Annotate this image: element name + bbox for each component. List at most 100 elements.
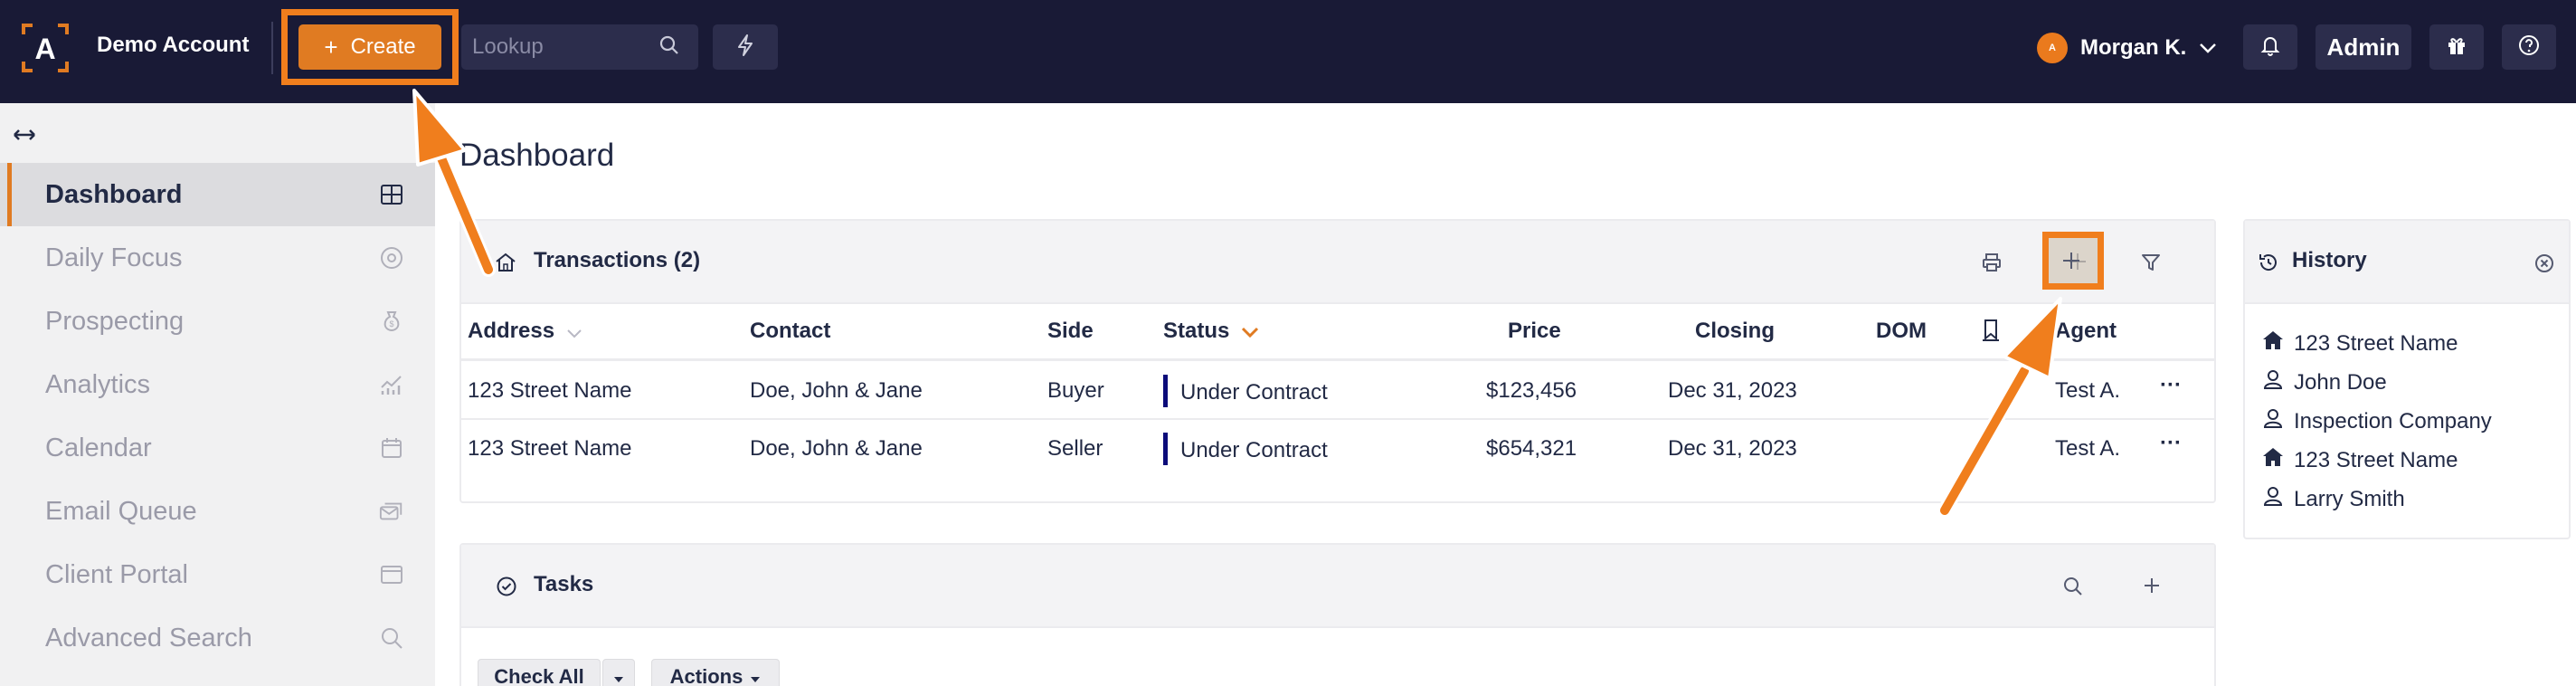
check-all-button[interactable]: Check All [478, 659, 601, 686]
sidebar-item-prospecting[interactable]: Prospecting $ [0, 290, 435, 353]
table-row-price: $123,456 [1486, 378, 1577, 403]
table-row-agent: Test A. [2055, 378, 2121, 403]
table-row-address[interactable]: 123 Street Name [468, 378, 632, 403]
lookup-box[interactable] [461, 24, 698, 70]
target-icon [379, 245, 404, 271]
lookup-input[interactable] [472, 34, 644, 60]
top-bar: A Demo Account + Create A Morgan K. Admi… [0, 0, 2576, 103]
avatar: A [2037, 33, 2068, 63]
help-button[interactable] [2502, 24, 2556, 70]
column-header-address[interactable]: Address [468, 319, 582, 345]
table-row-contact[interactable]: Doe, John & Jane [750, 436, 923, 461]
caret-down-icon [750, 665, 761, 686]
column-header-contact[interactable]: Contact [750, 319, 831, 343]
sidebar-item-analytics[interactable]: Analytics [0, 353, 435, 416]
tasks-panel-header: Tasks [461, 545, 2214, 628]
person-icon [2261, 485, 2285, 513]
create-label: Create [350, 34, 416, 59]
caret-down-icon [613, 665, 624, 686]
sidebar-item-label: Daily Focus [45, 243, 183, 272]
calendar-icon [379, 435, 404, 461]
transactions-panel-header: Transactions (2) [461, 221, 2214, 304]
sidebar-item-label: Dashboard [45, 179, 183, 209]
check-circle-icon [496, 576, 517, 597]
table-row-side: Buyer [1047, 378, 1104, 403]
notifications-button[interactable] [2243, 24, 2297, 70]
table-row-side: Seller [1047, 436, 1103, 461]
home-icon [2261, 446, 2285, 474]
row-menu-icon[interactable]: ··· [2160, 373, 2182, 397]
sidebar-item-client-portal[interactable]: Client Portal [0, 543, 435, 606]
svg-text:$: $ [389, 319, 393, 329]
history-item[interactable]: 123 Street Name [2261, 446, 2458, 474]
create-button[interactable]: + Create [298, 24, 441, 70]
bell-icon [2260, 34, 2280, 61]
filter-icon[interactable] [2140, 252, 2162, 273]
history-title: History [2292, 248, 2367, 272]
table-row-contact[interactable]: Doe, John & Jane [750, 378, 923, 403]
gift-icon [2446, 34, 2467, 61]
admin-button[interactable]: Admin [2316, 24, 2411, 70]
status-indicator [1163, 375, 1168, 407]
history-item[interactable]: 123 Street Name [2261, 329, 2458, 357]
sidebar-item-advanced-search[interactable]: Advanced Search [0, 606, 435, 670]
account-name[interactable]: Demo Account [97, 33, 250, 57]
app-logo-icon[interactable]: A [20, 22, 71, 74]
sort-chevron-icon [566, 319, 582, 345]
sidebar-item-email-queue[interactable]: Email Queue [0, 480, 435, 543]
quick-action-button[interactable] [713, 24, 778, 70]
search-icon[interactable] [658, 34, 680, 61]
table-row-separator [461, 418, 2216, 420]
history-item[interactable]: Larry Smith [2261, 485, 2405, 513]
print-icon[interactable] [1981, 252, 2003, 273]
grid-icon [379, 182, 404, 207]
search-tasks-icon[interactable] [2062, 576, 2084, 597]
page-title: Dashboard [459, 138, 615, 173]
add-task-icon[interactable] [2140, 574, 2164, 597]
user-name: Morgan K. [2080, 35, 2187, 60]
table-row-status: Under Contract [1180, 438, 1328, 462]
column-header-price[interactable]: Price [1508, 319, 1561, 343]
column-header-status[interactable]: Status [1163, 319, 1259, 345]
close-icon[interactable] [2534, 253, 2554, 273]
column-header-agent[interactable]: Agent [2055, 319, 2117, 343]
sidebar-item-label: Prospecting [45, 306, 185, 336]
history-item[interactable]: Inspection Company [2261, 407, 2492, 435]
column-header-side[interactable]: Side [1047, 319, 1094, 343]
sidebar-item-label: Client Portal [45, 559, 188, 589]
history-panel-header: History [2245, 221, 2569, 304]
sidebar-item-label: Analytics [45, 369, 151, 399]
check-all-dropdown-button[interactable] [602, 659, 635, 686]
column-header-dom[interactable]: DOM [1876, 319, 1927, 343]
plus-icon[interactable] [2060, 249, 2083, 272]
portal-icon [379, 562, 404, 587]
history-item[interactable]: John Doe [2261, 368, 2387, 396]
sidebar-item-dashboard[interactable]: Dashboard [0, 163, 435, 226]
history-icon [2258, 252, 2279, 273]
lightning-icon [735, 33, 755, 62]
money-bag-icon: $ [379, 309, 404, 334]
status-indicator [1163, 433, 1168, 465]
sidebar-item-daily-focus[interactable]: Daily Focus [0, 226, 435, 290]
sidebar-item-calendar[interactable]: Calendar [0, 416, 435, 480]
sidebar: Dashboard Daily Focus Prospecting $ Anal… [0, 103, 435, 686]
home-icon [2261, 329, 2285, 357]
svg-text:A: A [34, 33, 55, 65]
gift-button[interactable] [2429, 24, 2484, 70]
admin-label: Admin [2326, 33, 2401, 61]
transactions-title: Transactions (2) [534, 248, 701, 272]
sidebar-item-label: Calendar [45, 433, 152, 462]
column-header-bookmark-icon[interactable] [1981, 319, 2001, 348]
transactions-panel: Transactions (2) [459, 219, 2216, 503]
row-menu-icon[interactable]: ··· [2160, 431, 2182, 455]
table-row-address[interactable]: 123 Street Name [468, 436, 632, 461]
user-menu[interactable]: A Morgan K. [2037, 33, 2217, 63]
actions-button[interactable]: Actions [651, 659, 780, 686]
sidebar-item-label: Advanced Search [45, 623, 252, 653]
chevron-down-icon [2199, 35, 2217, 61]
column-header-closing[interactable]: Closing [1695, 319, 1775, 343]
help-icon [2517, 33, 2541, 62]
plus-icon: + [324, 33, 338, 61]
home-outline-icon [494, 252, 517, 273]
collapse-sidebar-icon[interactable] [13, 121, 36, 149]
